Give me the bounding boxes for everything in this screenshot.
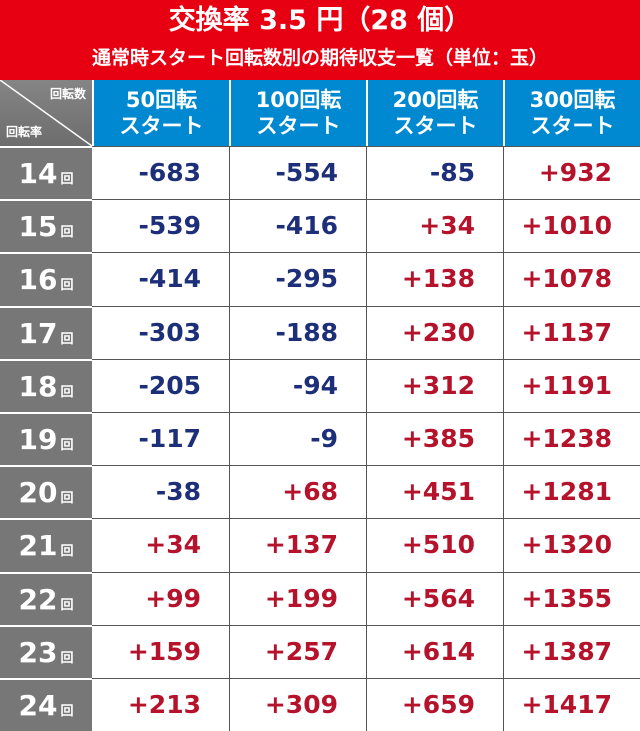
row-rate-number: 19	[18, 423, 58, 457]
row-header: 18 回	[0, 358, 92, 412]
column-divider	[503, 146, 504, 731]
table-cell: +1010	[521, 211, 612, 241]
table-cell: +68	[282, 477, 338, 507]
table-cell: +1238	[521, 424, 612, 454]
column-header-start: スタート	[256, 114, 341, 138]
column-header: 300回転 スタート	[503, 80, 640, 146]
row-header: 23 回	[0, 624, 92, 678]
table-cell: -9	[310, 424, 338, 454]
row-rate-unit: 回	[60, 384, 74, 400]
table-cell: +564	[401, 583, 475, 613]
row-rate-number: 18	[18, 369, 58, 403]
table-cell: -683	[138, 158, 201, 188]
column-header-spins: 50回転	[125, 88, 198, 112]
row-rate-unit: 回	[60, 225, 74, 241]
table-cell: +1137	[521, 317, 612, 347]
table-cell: -94	[292, 370, 338, 400]
corner-row-label: 回転率	[6, 125, 43, 139]
row-rate-unit: 回	[60, 491, 74, 507]
table-cell: +34	[419, 211, 475, 241]
column-header-spins: 200回転	[392, 88, 479, 112]
table-cell: +1078	[521, 264, 612, 294]
table-cell: +199	[264, 583, 338, 613]
column-header: 200回転 スタート	[366, 80, 503, 146]
row-rate-unit: 回	[60, 650, 74, 666]
table-cell: +312	[401, 370, 475, 400]
column-header-spins: 300回転	[529, 88, 616, 112]
row-header: 22 回	[0, 571, 92, 625]
title-banner: 交換率 3.5 円（28 個） 通常時スタート回転数別の期待収支一覧（単位：玉）	[0, 0, 640, 80]
row-rate-unit: 回	[60, 544, 74, 560]
table-cell: -416	[275, 211, 338, 241]
table-cell: +1320	[521, 530, 612, 560]
row-rate-number: 14	[18, 157, 58, 191]
table-cell: +159	[127, 636, 201, 666]
column-divider	[366, 146, 367, 731]
table-cell: -414	[138, 264, 201, 294]
row-rate-unit: 回	[60, 597, 74, 613]
row-rate-unit: 回	[60, 704, 74, 720]
row-rate-number: 22	[18, 582, 58, 616]
row-rate-number: 21	[18, 529, 58, 563]
corner-column-label: 回転数	[49, 87, 86, 101]
page-title: 交換率 3.5 円（28 個）	[168, 5, 472, 36]
table-cell: +230	[401, 317, 475, 347]
column-header: 100回転 スタート	[229, 80, 366, 146]
table-cell: +1355	[521, 583, 612, 613]
row-rate-unit: 回	[60, 172, 74, 188]
column-header-start: スタート	[393, 114, 478, 138]
table-cell: +213	[127, 690, 201, 720]
row-rate-unit: 回	[60, 331, 74, 347]
table-cell: +34	[145, 530, 201, 560]
table-cell: +99	[145, 583, 201, 613]
table-cell: +309	[264, 690, 338, 720]
table-cell: +510	[401, 530, 475, 560]
row-rate-number: 17	[18, 316, 58, 350]
table-cell: -295	[275, 264, 338, 294]
table-cell: -554	[275, 158, 338, 188]
column-divider	[229, 146, 230, 731]
table-cell: +138	[401, 264, 475, 294]
table-cell: +1417	[521, 690, 612, 720]
column-header-spins: 100回転	[255, 88, 342, 112]
column-header-start: スタート	[530, 114, 615, 138]
row-rate-unit: 回	[60, 278, 74, 294]
table-cell: -38	[155, 477, 201, 507]
table-cell: -188	[275, 317, 338, 347]
table-cell: -205	[138, 370, 201, 400]
table-cell: +137	[264, 530, 338, 560]
row-rate-number: 15	[18, 210, 58, 244]
table-corner-cell: 回転数 回転率	[0, 80, 92, 146]
diagonal-divider	[0, 80, 92, 146]
table-cell: +1191	[521, 370, 612, 400]
row-header: 21 回	[0, 518, 92, 572]
table-cell: -117	[138, 424, 201, 454]
row-header: 15 回	[0, 199, 92, 253]
table-cell: -539	[138, 211, 201, 241]
row-rate-number: 23	[18, 635, 58, 669]
table-cell: +385	[401, 424, 475, 454]
table-cell: -85	[429, 158, 475, 188]
page-subtitle: 通常時スタート回転数別の期待収支一覧（単位：玉）	[91, 47, 548, 69]
table-cell: +659	[401, 690, 475, 720]
row-header: 20 回	[0, 465, 92, 519]
table-cell: -303	[138, 317, 201, 347]
row-rate-number: 16	[18, 263, 58, 297]
row-rate-number: 20	[18, 476, 58, 510]
row-header: 16 回	[0, 252, 92, 306]
table-cell: +1281	[521, 477, 612, 507]
row-header: 14 回	[0, 146, 92, 200]
column-header-start: スタート	[119, 114, 204, 138]
table-cell: +1387	[521, 636, 612, 666]
table-cell: +451	[401, 477, 475, 507]
row-header: 17 回	[0, 305, 92, 359]
table-cell: +257	[264, 636, 338, 666]
table-cell: +614	[401, 636, 475, 666]
row-rate-number: 24	[18, 689, 58, 723]
row-header: 19 回	[0, 412, 92, 466]
table-cell: +932	[538, 158, 612, 188]
row-header: 24 回	[0, 678, 92, 731]
column-header: 50回転 スタート	[92, 80, 229, 146]
row-rate-unit: 回	[60, 438, 74, 454]
